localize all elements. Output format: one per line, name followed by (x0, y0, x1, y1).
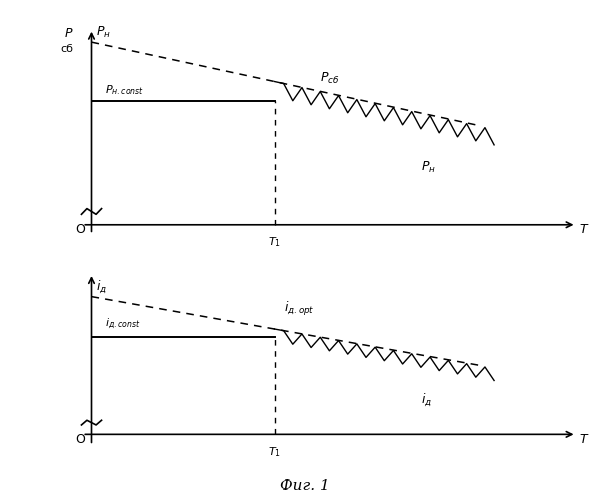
Text: $i_{д.opt}$: $i_{д.opt}$ (284, 300, 314, 318)
Text: $P_{сб}$: $P_{сб}$ (320, 70, 340, 86)
Text: $P_н$: $P_н$ (96, 25, 111, 40)
Text: O: O (75, 223, 85, 236)
Text: $P_н$: $P_н$ (421, 160, 436, 175)
Text: $T_1$: $T_1$ (268, 235, 281, 249)
Text: $T$: $T$ (579, 432, 589, 446)
Text: $P_{н.const}$: $P_{н.const}$ (105, 84, 145, 98)
Text: O: O (75, 434, 85, 446)
Text: Фиг. 1: Фиг. 1 (280, 479, 330, 493)
Text: $i_д$: $i_д$ (96, 278, 107, 295)
Text: $i_д$: $i_д$ (421, 392, 432, 408)
Text: $T_1$: $T_1$ (268, 446, 281, 459)
Text: $i_{д.const}$: $i_{д.const}$ (105, 316, 141, 331)
Text: $P$: $P$ (63, 27, 73, 40)
Text: $T$: $T$ (579, 223, 589, 236)
Text: сб: сб (60, 44, 73, 54)
